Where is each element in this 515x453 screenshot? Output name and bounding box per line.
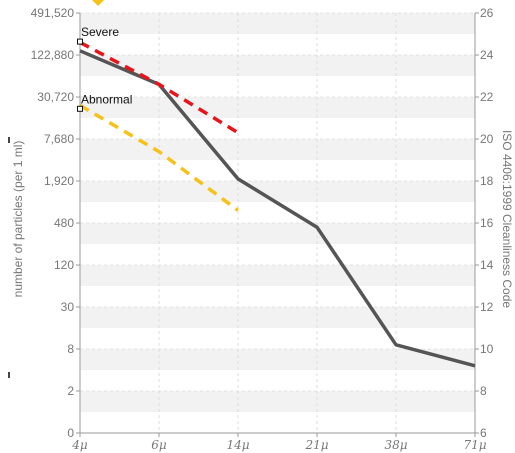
grid-band — [80, 391, 475, 412]
grid-band — [80, 307, 475, 328]
annotations: Severe Abnormal — [77, 25, 132, 112]
grid-band — [80, 349, 475, 370]
left-tick-label: 7,680 — [44, 132, 74, 146]
right-tick-label: 26 — [480, 6, 494, 20]
annotation-marker — [77, 38, 83, 45]
left-tick-label: 1,920 — [44, 174, 74, 188]
left-tick-label: 480 — [54, 216, 74, 230]
right-tick-label: 14 — [480, 258, 494, 272]
left-edge-marker — [8, 372, 10, 378]
left-tick-label: 30,720 — [37, 90, 74, 104]
right-tick-label: 20 — [480, 132, 494, 146]
right-tick-label: 22 — [480, 90, 494, 104]
right-axis-label: ISO 4406:1999 Cleanliness Code — [500, 130, 514, 308]
left-edge-marker — [8, 137, 10, 143]
x-tick-label: 71μ — [463, 438, 486, 452]
x-tick-label: 6μ — [151, 438, 167, 452]
series-line-2 — [79, 40, 239, 135]
left-tick-label: 122,880 — [31, 48, 75, 62]
series-lines — [79, 40, 476, 368]
series-line-3 — [79, 103, 240, 212]
left-tick-label: 491,520 — [31, 6, 75, 20]
right-tick-label: 24 — [480, 48, 494, 62]
right-tick-label: 6 — [480, 426, 487, 440]
left-tick-label: 0 — [67, 426, 74, 440]
left-tick-label: 8 — [67, 342, 74, 356]
x-tick-label: 38μ — [384, 438, 407, 452]
right-axis-ticks: 6 8 10 12 14 16 18 20 22 24 26 — [475, 6, 494, 440]
annotation-marker — [77, 105, 83, 112]
right-tick-label: 12 — [480, 300, 494, 314]
grid-band — [80, 55, 475, 76]
grid-band — [80, 265, 475, 286]
right-tick-label: 10 — [480, 342, 494, 356]
left-tick-label: 30 — [61, 300, 75, 314]
grid-band — [80, 97, 475, 118]
grid-band — [80, 223, 475, 244]
left-tick-label: 120 — [54, 258, 74, 272]
grid-band — [80, 181, 475, 202]
left-axis-label: number of particles (per 1 ml) — [11, 141, 25, 298]
left-tick-label: 2 — [67, 384, 74, 398]
grid-band — [80, 13, 475, 34]
right-tick-label: 16 — [480, 216, 494, 230]
x-axis-ticks: 4μ 6μ 14μ 21μ 38μ 71μ — [71, 433, 487, 452]
x-tick-label: 4μ — [71, 438, 88, 452]
x-tick-label: 21μ — [304, 438, 328, 452]
annotation-label: Abnormal — [81, 92, 132, 106]
annotation-label: Severe — [81, 25, 119, 39]
grid-band — [80, 139, 475, 160]
background-bands — [80, 13, 475, 412]
right-tick-label: 8 — [480, 384, 487, 398]
right-tick-label: 18 — [480, 174, 494, 188]
x-tick-label: 14μ — [226, 438, 249, 452]
warning-icon — [92, 0, 104, 6]
left-axis-ticks: 0 2 8 30 120 480 1,920 7,680 30,720 122,880 491,52… — [31, 6, 80, 440]
